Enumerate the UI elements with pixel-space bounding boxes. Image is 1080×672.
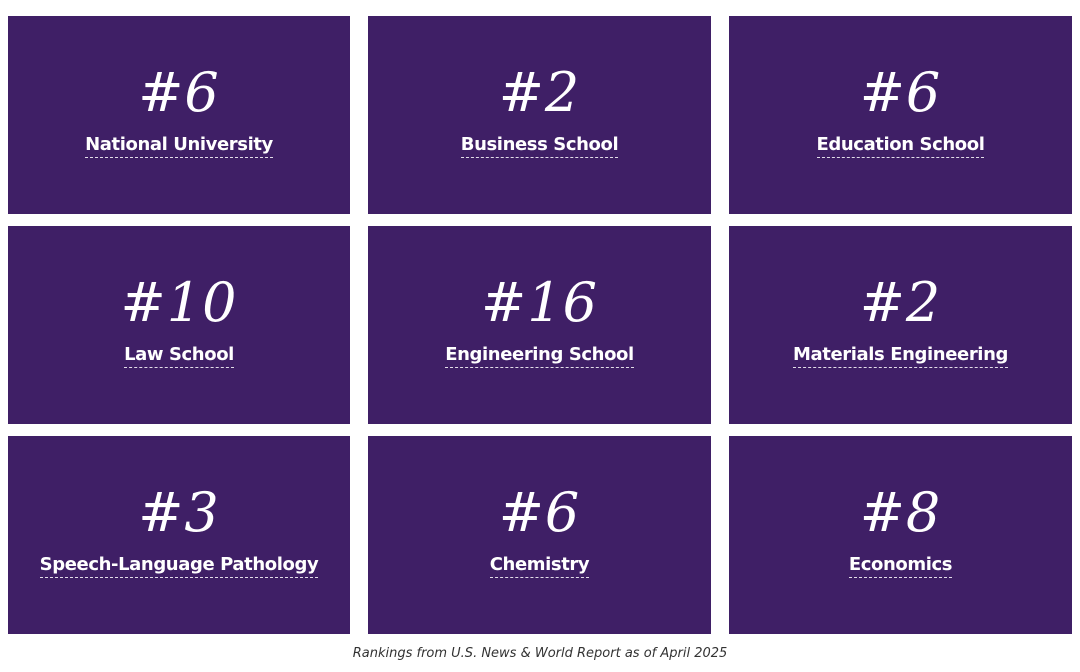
ranking-tile-business-school[interactable]: #2 Business School [368, 16, 711, 214]
ranking-tile-national-university[interactable]: #6 National University [8, 16, 350, 214]
ranking-label-link[interactable]: Law School [124, 344, 234, 368]
ranking-number: #8 [859, 481, 942, 544]
ranking-tile-law-school[interactable]: #10 Law School [8, 226, 350, 424]
ranking-number: #2 [859, 271, 942, 334]
ranking-label-link[interactable]: Business School [460, 134, 619, 158]
ranking-tile-chemistry[interactable]: #6 Chemistry [368, 436, 711, 634]
ranking-label-link[interactable]: Economics [848, 554, 953, 578]
ranking-number: #3 [138, 481, 220, 544]
ranking-number: #6 [859, 61, 942, 124]
ranking-tile-economics[interactable]: #8 Economics [729, 436, 1072, 634]
ranking-number: #16 [481, 271, 598, 334]
ranking-number: #6 [498, 481, 581, 544]
ranking-label-link[interactable]: Education School [816, 134, 985, 158]
ranking-number: #2 [498, 61, 581, 124]
rankings-source-caption: Rankings from U.S. News & World Report a… [352, 646, 728, 661]
ranking-label-link[interactable]: Materials Engineering [793, 344, 1008, 368]
ranking-label-link[interactable]: Engineering School [445, 344, 634, 368]
ranking-label-link[interactable]: Speech-Language Pathology [39, 554, 319, 578]
ranking-number: #6 [138, 61, 220, 124]
ranking-number: #10 [120, 271, 238, 334]
ranking-tile-speech-language-pathology[interactable]: #3 Speech-Language Pathology [8, 436, 350, 634]
rankings-grid: #6 National University #2 Business Schoo… [8, 16, 1073, 634]
ranking-label-link[interactable]: National University [85, 134, 273, 158]
ranking-label-link[interactable]: Chemistry [489, 554, 590, 578]
ranking-tile-education-school[interactable]: #6 Education School [729, 16, 1072, 214]
ranking-tile-materials-engineering[interactable]: #2 Materials Engineering [729, 226, 1072, 424]
ranking-tile-engineering-school[interactable]: #16 Engineering School [368, 226, 711, 424]
